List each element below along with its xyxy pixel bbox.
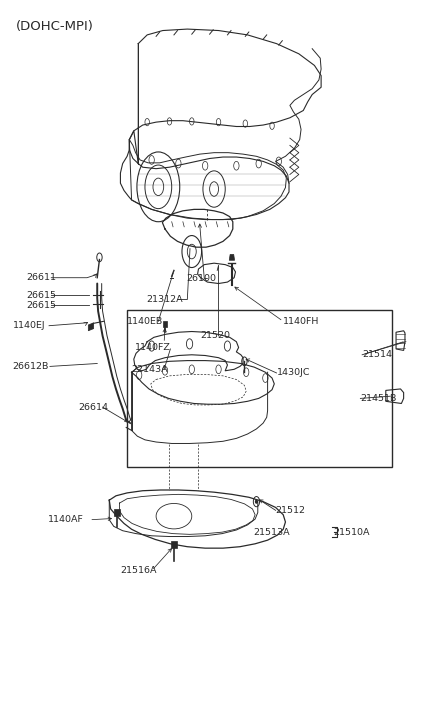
Text: 21513A: 21513A <box>253 528 290 537</box>
Bar <box>163 321 167 327</box>
Text: (DOHC-MPI): (DOHC-MPI) <box>16 20 94 33</box>
Text: 26611: 26611 <box>27 273 57 282</box>
Text: 1140FH: 1140FH <box>283 317 320 326</box>
Polygon shape <box>229 254 235 260</box>
Text: 1140FZ: 1140FZ <box>135 343 170 352</box>
Bar <box>114 509 120 516</box>
Text: 1430JC: 1430JC <box>277 369 310 377</box>
Text: 26612B: 26612B <box>12 362 49 371</box>
Bar <box>127 310 392 467</box>
Text: 1140EJ: 1140EJ <box>12 321 45 330</box>
Text: 21510A: 21510A <box>334 528 370 537</box>
Text: 21512: 21512 <box>276 506 306 515</box>
Bar <box>171 541 177 548</box>
Polygon shape <box>88 323 94 331</box>
Text: 21451B: 21451B <box>360 394 397 403</box>
Text: 21514: 21514 <box>362 350 392 359</box>
Text: 21312A: 21312A <box>146 295 183 304</box>
Text: 1140EB: 1140EB <box>127 317 163 326</box>
Text: 21516A: 21516A <box>120 566 157 575</box>
Text: 21520: 21520 <box>200 332 230 340</box>
Text: 26100: 26100 <box>186 274 216 283</box>
Text: 22143A: 22143A <box>132 365 168 374</box>
Text: 1140AF: 1140AF <box>48 515 84 524</box>
Text: 26615: 26615 <box>27 301 57 310</box>
Circle shape <box>256 500 257 503</box>
Text: 26614: 26614 <box>78 403 108 411</box>
Text: 26615: 26615 <box>27 291 57 300</box>
